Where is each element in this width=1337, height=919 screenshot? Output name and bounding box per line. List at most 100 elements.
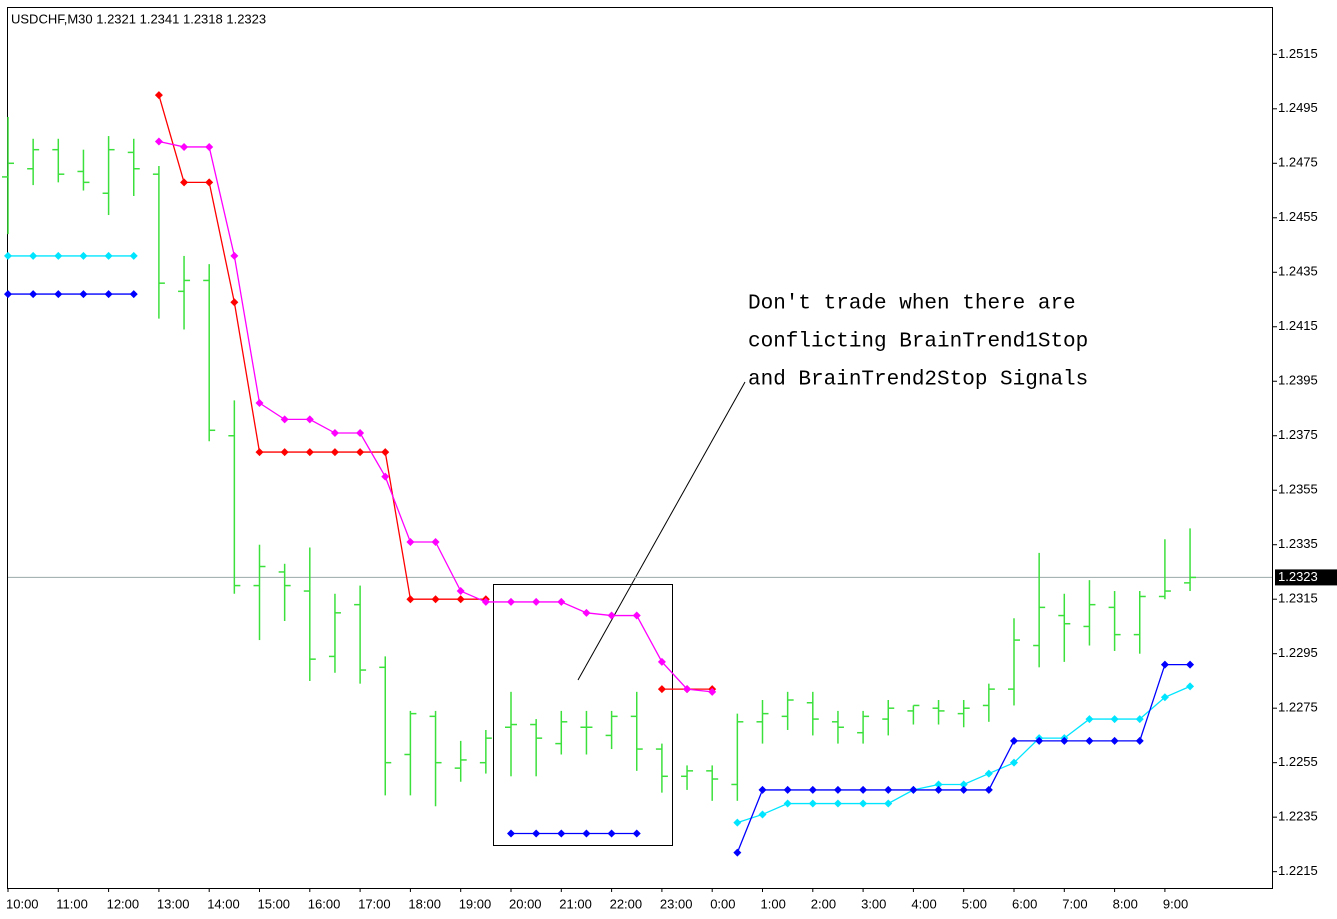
y-tick-label: 1.2255	[1278, 754, 1318, 769]
indicator-point	[54, 290, 63, 299]
indicator-point	[431, 595, 440, 604]
x-tick-label: 6:00	[1012, 896, 1037, 911]
indicator-point	[934, 780, 943, 789]
indicator-point	[381, 448, 390, 457]
indicator-point	[104, 290, 113, 299]
x-tick-label: 7:00	[1062, 896, 1087, 911]
indicator-point	[582, 608, 591, 617]
indicator-point	[959, 785, 968, 794]
indicator-point	[1186, 682, 1195, 691]
indicator-point	[1060, 736, 1069, 745]
indicator-point	[180, 178, 189, 187]
indicator-point	[406, 595, 415, 604]
annotation-pointer	[577, 381, 746, 681]
indicator-point	[230, 298, 239, 307]
x-tick-label: 10:00	[6, 896, 39, 911]
indicator-point	[1110, 715, 1119, 724]
indicator-point	[984, 785, 993, 794]
y-tick-label: 1.2495	[1278, 100, 1318, 115]
y-tick-label: 1.2275	[1278, 700, 1318, 715]
indicator-point	[1085, 715, 1094, 724]
x-tick-label: 22:00	[610, 896, 643, 911]
indicator-point	[1186, 660, 1195, 669]
indicator-point	[280, 415, 289, 424]
x-tick-label: 4:00	[911, 896, 936, 911]
annotation-text: and BrainTrend2Stop Signals	[748, 369, 1088, 392]
indicator-point	[632, 829, 641, 838]
indicator-point	[1160, 693, 1169, 702]
indicator-point	[255, 448, 264, 457]
indicator-point	[984, 769, 993, 778]
indicator-point	[507, 829, 515, 838]
x-tick-label: 14:00	[207, 896, 240, 911]
indicator-point	[884, 785, 893, 794]
indicator-point	[154, 91, 163, 100]
indicator-point	[632, 611, 641, 620]
indicator-point	[381, 472, 390, 481]
y-tick-label: 1.2395	[1278, 373, 1318, 388]
indicator-point	[230, 251, 239, 260]
x-tick-label: 17:00	[358, 896, 391, 911]
indicator-point	[4, 290, 12, 299]
x-tick-label: 20:00	[509, 896, 542, 911]
x-tick-label: 3:00	[861, 896, 886, 911]
indicator-point	[582, 829, 591, 838]
indicator-point	[859, 799, 868, 808]
indicator-point	[758, 810, 767, 819]
indicator-point	[657, 685, 666, 694]
x-tick-label: 19:00	[459, 896, 492, 911]
indicator-point	[154, 137, 163, 146]
indicator-point	[1110, 736, 1119, 745]
indicator-point	[1135, 715, 1144, 724]
indicator-point	[1085, 736, 1094, 745]
x-tick-label: 15:00	[258, 896, 291, 911]
indicator-point	[758, 785, 767, 794]
indicator-point	[507, 597, 515, 606]
annotation-text: Don't trade when there are	[748, 293, 1076, 316]
indicator-line	[158, 95, 486, 600]
indicator-point	[29, 251, 38, 260]
x-tick-label: 2:00	[811, 896, 836, 911]
indicator-point	[733, 848, 742, 857]
indicator-point	[481, 597, 490, 606]
indicator-point	[783, 785, 792, 794]
indicator-point	[356, 448, 365, 457]
indicator-point	[657, 657, 666, 666]
indicator-point	[532, 597, 541, 606]
current-price-label: 1.2323	[1278, 569, 1318, 584]
x-tick-label: 5:00	[962, 896, 987, 911]
indicator-point	[833, 799, 842, 808]
x-tick-label: 23:00	[660, 896, 693, 911]
indicator-point	[255, 399, 264, 408]
indicator-point	[884, 799, 893, 808]
x-tick-label: 18:00	[408, 896, 441, 911]
y-tick-label: 1.2415	[1278, 318, 1318, 333]
indicator-point	[431, 537, 440, 546]
indicator-point	[129, 290, 138, 299]
x-tick-label: 8:00	[1113, 896, 1138, 911]
indicator-point	[305, 448, 314, 457]
x-tick-label: 16:00	[308, 896, 341, 911]
x-tick-label: 21:00	[559, 896, 592, 911]
indicator-point	[54, 251, 63, 260]
indicator-point	[934, 785, 943, 794]
x-tick-label: 9:00	[1163, 896, 1188, 911]
indicator-point	[456, 587, 465, 596]
indicator-point	[833, 785, 842, 794]
x-tick-label: 11:00	[56, 896, 88, 911]
x-tick-label: 13:00	[157, 896, 190, 911]
y-tick-label: 1.2355	[1278, 482, 1318, 497]
chart-title: USDCHF,M30 1.2321 1.2341 1.2318 1.2323	[11, 11, 266, 26]
x-tick-label: 1:00	[761, 896, 786, 911]
indicator-point	[456, 595, 465, 604]
highlight-box	[493, 584, 673, 846]
indicator-point	[205, 142, 214, 151]
y-tick-label: 1.2455	[1278, 209, 1318, 224]
y-tick-label: 1.2335	[1278, 536, 1318, 551]
indicator-point	[29, 290, 38, 299]
indicator-point	[79, 290, 88, 299]
y-tick-label: 1.2315	[1278, 591, 1318, 606]
indicator-point	[104, 251, 113, 260]
